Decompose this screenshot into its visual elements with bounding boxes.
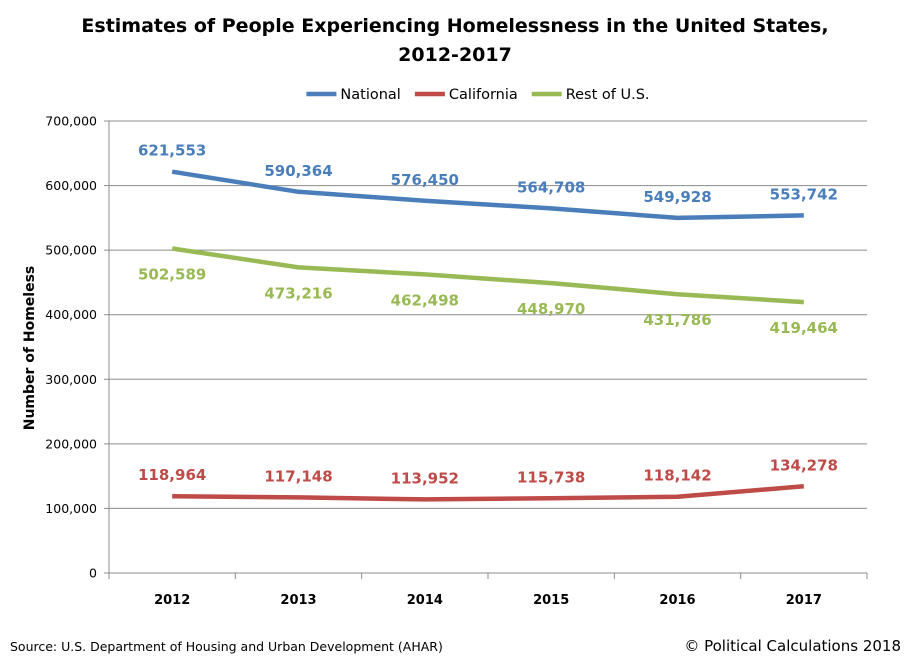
legend-item-california: California [414,87,518,103]
copyright-note: © Political Calculations 2018 [684,637,901,655]
y-tick-label: 200,000 [45,436,97,451]
legend-item-national: National [306,87,401,103]
data-label-national: 576,450 [391,171,459,189]
x-tick-label: 2017 [786,593,822,608]
x-tick-label: 2013 [280,593,316,608]
series-line-california [172,484,804,502]
data-label-national: 553,742 [770,185,838,203]
data-label-rest-of-u-s: 473,216 [264,284,332,302]
data-label-national: 590,364 [264,162,332,180]
series-line-national [171,169,804,221]
y-tick-label: 100,000 [45,501,97,516]
data-labels: 621,553 590,364 576,450 564,708 549,928 553,7… [138,142,838,488]
data-label-california: 134,278 [770,456,838,474]
axes [108,121,868,579]
legend-label: National [340,87,400,103]
y-tick-label: 600,000 [45,178,97,193]
y-tick-label: 400,000 [45,307,97,322]
legend: National California Rest of U.S. [306,87,650,103]
chart-title-line-2: 2012-2017 [398,44,512,66]
x-axis-ticks: 2012 2013 2014 2015 2016 2017 [154,593,822,608]
data-label-national: 549,928 [643,188,711,206]
legend-label: California [449,87,518,103]
y-tick-label: 500,000 [45,243,97,258]
y-tick-label: 700,000 [45,114,97,129]
legend-label: Rest of U.S. [566,87,650,103]
x-tick-label: 2014 [407,593,443,608]
y-axis-label: Number of Homeless [22,266,38,431]
chart-title-line-1: Estimates of People Experiencing Homeles… [81,15,828,37]
data-label-rest-of-u-s: 448,970 [517,300,585,318]
series-lines [171,169,804,502]
data-label-california: 118,964 [138,466,206,484]
y-axis-ticks: 0 100,000 200,000 300,000 400,000 500,000 600,… [45,114,97,581]
series-line-rest-of-u-s [171,246,804,305]
data-label-california: 113,952 [391,469,459,487]
data-label-rest-of-u-s: 502,589 [138,265,206,283]
data-label-california: 115,738 [517,468,585,486]
data-label-national: 621,553 [138,142,206,160]
data-label-rest-of-u-s: 462,498 [391,291,459,309]
legend-item-rest-of-u-s: Rest of U.S. [531,87,650,103]
gridlines [104,120,867,574]
data-label-california: 117,148 [264,467,332,485]
x-tick-label: 2016 [659,593,695,608]
x-tick-label: 2012 [154,593,190,608]
data-label-california: 118,142 [643,467,711,485]
y-tick-label: 0 [89,566,97,581]
source-note: Source: U.S. Department of Housing and U… [10,639,443,654]
data-label-national: 564,708 [517,178,585,196]
x-tick-label: 2015 [533,593,569,608]
data-label-rest-of-u-s: 431,786 [643,311,711,329]
y-tick-label: 300,000 [45,372,97,387]
data-label-rest-of-u-s: 419,464 [770,319,838,337]
